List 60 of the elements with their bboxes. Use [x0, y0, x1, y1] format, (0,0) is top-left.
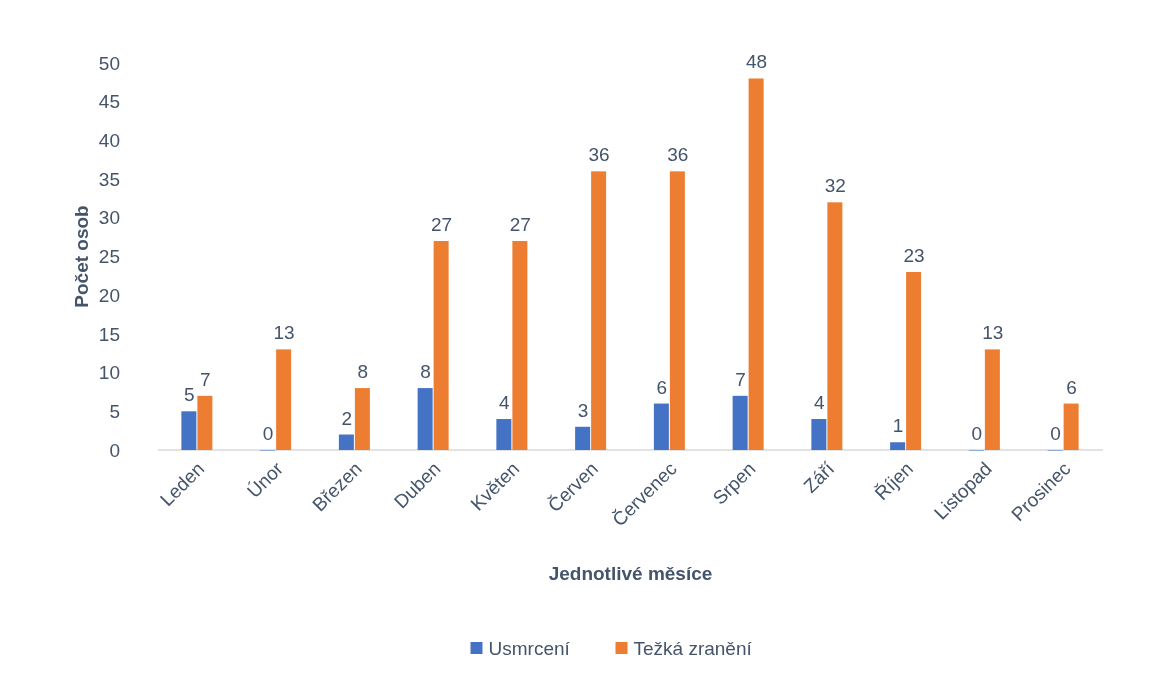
- data-label: 6: [656, 376, 668, 398]
- data-label: 7: [200, 368, 211, 390]
- bar: [984, 349, 1000, 450]
- data-label: 1: [892, 415, 904, 437]
- data-label: 23: [903, 244, 925, 266]
- data-label: 6: [1066, 376, 1077, 398]
- bar: [276, 349, 292, 450]
- data-label: 4: [499, 392, 511, 414]
- x-axis-title: Jednotlivé měsíce: [548, 563, 713, 584]
- data-label: 48: [746, 51, 768, 73]
- y-tick-label: 35: [98, 168, 120, 190]
- y-tick-label: 10: [98, 362, 120, 384]
- bar: [827, 202, 843, 450]
- data-label: 8: [357, 361, 369, 383]
- legend-label: Usmrcení: [488, 637, 571, 659]
- data-label: 36: [588, 144, 610, 166]
- y-axis-title: Počet osob: [71, 205, 92, 308]
- y-tick-label: 25: [98, 246, 120, 268]
- data-label: 7: [735, 368, 746, 390]
- bar: [1063, 403, 1079, 450]
- data-label: 27: [431, 214, 453, 236]
- data-label: 0: [971, 423, 983, 444]
- y-tick-label: 15: [98, 323, 120, 345]
- bar: [748, 78, 764, 450]
- bar: [496, 419, 512, 450]
- data-label: 3: [577, 399, 589, 421]
- y-tick-label: 5: [109, 400, 120, 422]
- bar: [338, 434, 354, 450]
- data-label: 2: [341, 407, 353, 429]
- y-tick-label: 30: [98, 207, 120, 229]
- bar: [512, 241, 528, 450]
- y-tick-label: 45: [98, 91, 120, 113]
- bar: [575, 426, 591, 450]
- data-label: 32: [824, 175, 846, 197]
- data-label: 0: [262, 423, 274, 444]
- bar: [354, 388, 370, 450]
- bar: [890, 442, 906, 450]
- bar: [181, 411, 197, 450]
- y-tick-label: 50: [98, 52, 120, 74]
- y-tick-label: 0: [109, 439, 120, 461]
- data-label: 8: [420, 361, 431, 383]
- bar: [417, 388, 433, 450]
- data-label: 36: [667, 144, 689, 166]
- data-label: 5: [184, 384, 195, 406]
- bar: [197, 395, 213, 450]
- bar: [811, 419, 827, 450]
- bar: [906, 271, 922, 450]
- legend-label: Težká zranění: [633, 637, 753, 659]
- data-label: 13: [982, 322, 1004, 344]
- bar: [591, 171, 607, 450]
- bar: [732, 395, 748, 450]
- bar: [669, 171, 685, 450]
- bar: [433, 241, 449, 450]
- bar: [653, 403, 669, 450]
- y-tick-label: 40: [98, 130, 120, 152]
- data-label: 0: [1050, 423, 1061, 444]
- data-label: 4: [814, 392, 826, 414]
- data-label: 27: [509, 214, 531, 236]
- data-label: 13: [273, 322, 295, 344]
- y-tick-label: 20: [98, 284, 120, 306]
